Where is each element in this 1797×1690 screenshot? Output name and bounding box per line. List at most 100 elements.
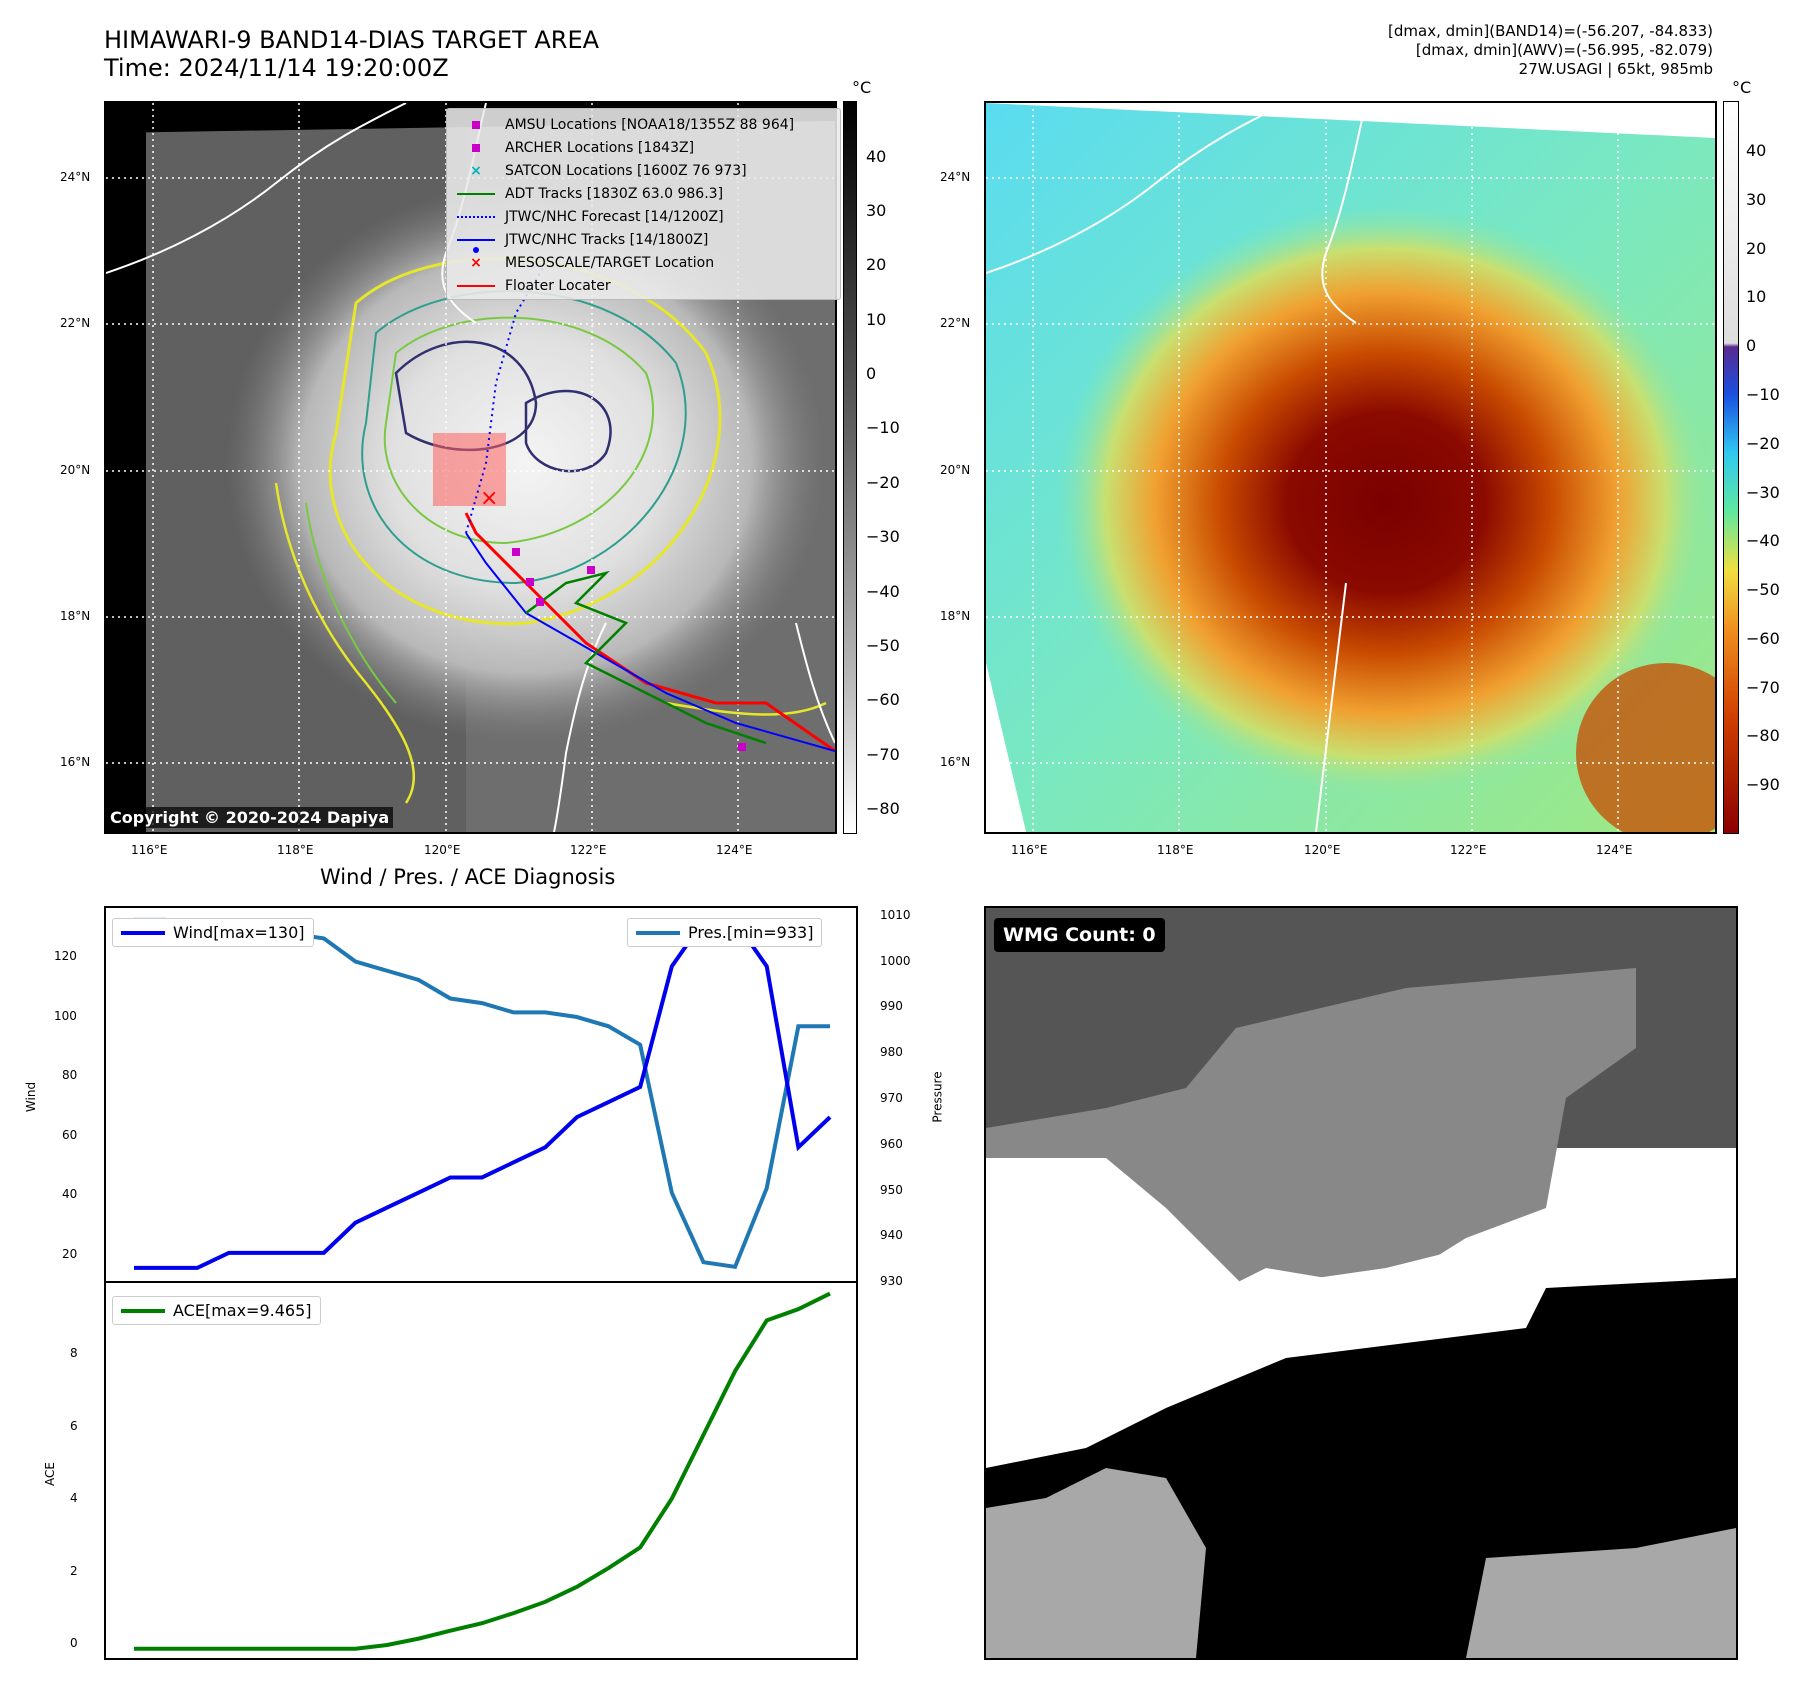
wind-pressure-chart [104, 906, 858, 1283]
ace-axis-label: ACE [42, 1462, 57, 1486]
wind-y-tick: 120 [54, 949, 77, 963]
ir-lat-tick: 18°N [60, 609, 91, 623]
figure-title: HIMAWARI-9 BAND14-DIAS TARGET AREA Time:… [104, 26, 599, 82]
info-line-2: [dmax, dmin](AWV)=(-56.995, -82.079) [1415, 41, 1713, 59]
wmg-image [986, 908, 1736, 1658]
ir-cb-tick: −20 [866, 473, 900, 492]
awv-lon-tick: 116°E [1011, 843, 1048, 857]
copyright-label: Copyright © 2020-2024 Dapiya [106, 807, 394, 828]
ace-legend-swatch [121, 1308, 165, 1313]
pressure-legend-label: Pres.[min=933] [688, 923, 814, 942]
awv-cb-tick: −20 [1746, 434, 1780, 453]
ace-y-tick: 8 [70, 1346, 78, 1360]
ir-colorbar-unit: °C [852, 78, 872, 97]
pressure-legend-swatch [636, 930, 680, 935]
ir-cb-tick: −70 [866, 745, 900, 764]
awv-lon-tick: 120°E [1304, 843, 1341, 857]
target-area-box [433, 433, 506, 506]
awv-lon-tick: 124°E [1596, 843, 1633, 857]
awv-cb-tick: −40 [1746, 531, 1780, 550]
wmg-count-badge: WMG Count: 0 [994, 918, 1165, 952]
diagnosis-title: Wind / Pres. / ACE Diagnosis [320, 865, 616, 889]
awv-map-image [986, 103, 1715, 832]
ir-lat-tick: 16°N [60, 755, 91, 769]
info-line-3: 27W.USAGI | 65kt, 985mb [1518, 60, 1713, 78]
awv-cb-tick: −60 [1746, 629, 1780, 648]
awv-cb-tick: 0 [1746, 336, 1757, 355]
pressure-series-line [134, 917, 830, 1270]
ir-lon-tick: 120°E [424, 843, 461, 857]
target-marker: × [480, 486, 498, 511]
awv-storm-core [1056, 203, 1715, 803]
legend-floater: Floater Locater [455, 274, 832, 297]
ir-lat-tick: 20°N [60, 463, 91, 477]
title-line-2: Time: 2024/11/14 19:20:00Z [104, 54, 449, 82]
ir-cb-tick: −10 [866, 418, 900, 437]
awv-lat-tick: 16°N [940, 755, 971, 769]
wind-series-line [134, 919, 832, 1270]
ir-cb-tick: 40 [866, 147, 887, 166]
wmg-panel [984, 906, 1738, 1660]
wind-y-tick: 20 [62, 1247, 78, 1261]
pressure-axis-label: Pressure [930, 1071, 945, 1123]
ir-lon-tick: 116°E [131, 843, 168, 857]
ace-series-line [134, 1291, 831, 1651]
ir-cb-tick: −50 [866, 636, 900, 655]
ir-cb-tick: −60 [866, 690, 900, 709]
awv-lon-tick: 122°E [1450, 843, 1487, 857]
pressure-y-tick: 960 [880, 1137, 903, 1151]
ir-cb-tick: −40 [866, 582, 900, 601]
wind-y-tick: 60 [62, 1128, 78, 1142]
ir-colorbar [843, 101, 857, 834]
floater-track [464, 512, 835, 753]
awv-map-panel [984, 101, 1717, 834]
amsu-markers [512, 548, 746, 751]
ir-lat-tick: 24°N [60, 170, 91, 184]
legend-jtwc-forecast: JTWC/NHC Forecast [14/1200Z] [455, 205, 832, 228]
awv-cb-tick: 40 [1746, 141, 1767, 160]
ir-lon-tick: 118°E [277, 843, 314, 857]
legend-adt: ADT Tracks [1830Z 63.0 986.3] [455, 182, 832, 205]
adt-track [525, 570, 767, 745]
awv-cb-tick: −90 [1746, 775, 1780, 794]
wind-y-tick: 40 [62, 1187, 78, 1201]
ace-y-tick: 0 [70, 1636, 78, 1650]
title-line-1: HIMAWARI-9 BAND14-DIAS TARGET AREA [104, 26, 600, 54]
ir-cb-tick: −80 [866, 799, 900, 818]
ace-y-tick: 6 [70, 1419, 78, 1433]
awv-cb-tick: −80 [1746, 726, 1780, 745]
wind-legend-label: Wind[max=130] [173, 923, 305, 942]
ace-legend-label: ACE[max=9.465] [173, 1301, 312, 1320]
awv-cb-tick: 10 [1746, 287, 1767, 306]
pressure-y-tick: 930 [880, 1274, 903, 1288]
pressure-y-tick: 1010 [880, 908, 911, 922]
wmg-region-white [986, 1158, 1736, 1468]
awv-cb-tick: 20 [1746, 239, 1767, 258]
awv-cb-tick: −50 [1746, 580, 1780, 599]
ace-chart-frame [104, 1281, 858, 1660]
ir-cb-tick: 10 [866, 310, 887, 329]
wind-y-tick: 80 [62, 1068, 78, 1082]
ir-lon-tick: 124°E [716, 843, 753, 857]
ir-lat-tick: 22°N [60, 316, 91, 330]
awv-lat-tick: 20°N [940, 463, 971, 477]
pressure-legend: Pres.[min=933] [627, 918, 823, 947]
wind-y-tick: 100 [54, 1009, 77, 1023]
wind-legend: Wind[max=130] [112, 918, 314, 947]
awv-colorbar [1723, 101, 1739, 834]
ir-cb-tick: 30 [866, 201, 887, 220]
ir-cb-tick: 0 [866, 364, 877, 383]
info-block: [dmax, dmin](BAND14)=(-56.207, -84.833) … [1388, 22, 1713, 79]
ir-lon-tick: 122°E [570, 843, 607, 857]
wind-axis-label: Wind [24, 1081, 39, 1113]
ir-cb-tick: 20 [866, 255, 887, 274]
map-legend: AMSU Locations [NOAA18/1355Z 88 964] ARC… [446, 108, 841, 300]
pressure-y-tick: 950 [880, 1183, 903, 1197]
info-line-1: [dmax, dmin](BAND14)=(-56.207, -84.833) [1388, 22, 1713, 40]
awv-cb-tick: 30 [1746, 190, 1767, 209]
legend-archer: ARCHER Locations [1843Z] [455, 136, 832, 159]
storm-cloud-shield [226, 183, 826, 743]
wind-chart-frame [104, 906, 858, 1283]
awv-lat-tick: 22°N [940, 316, 971, 330]
legend-satcon: × SATCON Locations [1600Z 76 973] [470, 162, 747, 179]
